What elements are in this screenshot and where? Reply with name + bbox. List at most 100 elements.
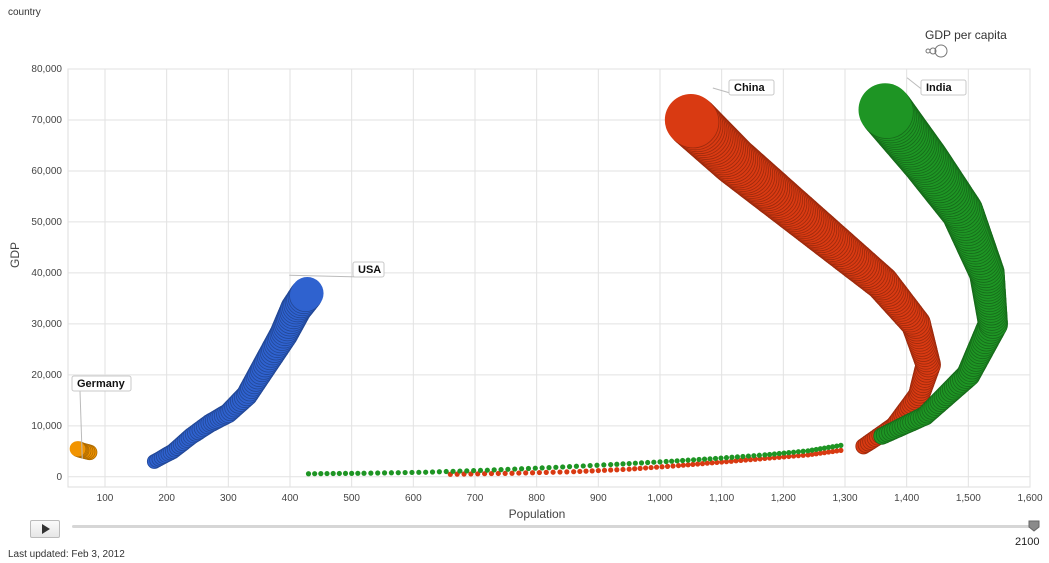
- trail-dot: [573, 463, 580, 469]
- trail-dot: [638, 460, 645, 466]
- callout-box: [920, 79, 967, 96]
- y-tick-label: 40,000: [31, 268, 62, 279]
- trail-dot: [825, 444, 832, 451]
- trail-dot: [368, 470, 374, 476]
- trail-dot: [781, 454, 787, 460]
- trail-dot: [817, 450, 823, 456]
- trail-dot: [791, 453, 797, 459]
- x-axis-ticks: 100 200 300 400 500 600 700 800 900 1,000 1,100 1,2…: [97, 493, 1043, 504]
- trail-dot: [664, 463, 671, 469]
- trail-dot: [756, 452, 762, 458]
- trail-dot: [595, 467, 601, 474]
- trail-dot: [312, 471, 318, 477]
- trail-dot: [657, 459, 663, 465]
- bubble-china: [664, 93, 717, 146]
- y-tick-label: 50,000: [31, 217, 62, 228]
- trail-dot: [409, 469, 415, 476]
- play-button[interactable]: [30, 520, 60, 538]
- y-tick-label: 60,000: [31, 166, 62, 177]
- trail-dot: [830, 444, 836, 450]
- x-tick-label: 100: [97, 493, 114, 504]
- trail-dot: [484, 467, 490, 473]
- trail-dot: [512, 466, 518, 472]
- x-tick-label: 800: [528, 493, 545, 504]
- trail-dot: [481, 471, 488, 477]
- x-tick-label: 1,600: [1017, 493, 1042, 504]
- trail-dot: [305, 471, 312, 477]
- color-by-label: country: [8, 7, 41, 18]
- trail-dot: [324, 470, 330, 477]
- trail-dot: [608, 467, 614, 473]
- trail-dot: [701, 456, 708, 462]
- trail-dot: [723, 459, 730, 465]
- trail-dot: [516, 470, 522, 476]
- x-tick-label: 300: [220, 493, 237, 504]
- trail-dot: [587, 462, 593, 469]
- x-tick-label: 600: [405, 493, 422, 504]
- trail-dot: [651, 459, 657, 465]
- bubble-india: [858, 83, 912, 137]
- bubble-usa: [290, 277, 324, 310]
- trail-dot: [342, 470, 349, 477]
- trail-dot: [557, 469, 563, 475]
- x-tick-label: 1,300: [832, 493, 857, 504]
- x-tick-label: 1,200: [771, 493, 796, 504]
- trail-dot: [643, 465, 649, 471]
- trail-dot: [838, 442, 844, 448]
- trail-dot: [719, 459, 725, 465]
- trail-dot: [488, 470, 495, 477]
- trail-dot: [795, 453, 802, 459]
- time-slider-handle[interactable]: [1028, 520, 1040, 532]
- trail-dot: [805, 448, 811, 454]
- trail-dot: [566, 464, 573, 470]
- trail-dot: [659, 464, 665, 470]
- trail-dot: [733, 458, 739, 464]
- trail-dot: [762, 455, 768, 462]
- trail-dot: [423, 469, 429, 475]
- trail-dot: [464, 468, 470, 474]
- trail-dot: [402, 469, 408, 476]
- trail-dot: [457, 468, 463, 474]
- trail-dot: [518, 466, 525, 472]
- trail-dot: [601, 467, 608, 473]
- trail-dot: [536, 469, 543, 476]
- trail-dot: [800, 452, 806, 458]
- series-label-usa: USA: [358, 264, 381, 276]
- trail-dot: [714, 459, 720, 466]
- x-tick-label: 1,100: [709, 493, 734, 504]
- y-tick-label: 70,000: [31, 115, 62, 126]
- trail-dot: [653, 464, 660, 470]
- trail-dot: [477, 467, 484, 474]
- trail-dot: [805, 452, 811, 458]
- trail-dot: [645, 459, 651, 466]
- trail-dot: [550, 469, 556, 475]
- trail-dot: [580, 463, 586, 469]
- trail-dot: [361, 470, 367, 476]
- size-legend-label: GDP per capita: [925, 28, 1007, 42]
- size-legend-circles-icon: [925, 44, 948, 58]
- trail-dot: [791, 449, 797, 455]
- trail-dot: [813, 446, 819, 453]
- x-tick-label: 1,500: [956, 493, 981, 504]
- y-tick-label: 30,000: [31, 319, 62, 330]
- trail-dot: [834, 448, 840, 454]
- trail-dot: [614, 461, 620, 467]
- grid-lines: [67, 68, 1031, 488]
- trail-dot: [620, 466, 626, 473]
- trail-dot: [680, 462, 686, 468]
- trail-dot: [743, 457, 749, 463]
- trail-dot: [436, 469, 442, 475]
- trail-dot: [505, 466, 511, 472]
- trail-dot: [771, 451, 778, 457]
- trail-dot: [532, 465, 538, 471]
- trail-dot: [751, 453, 757, 459]
- y-tick-label: 20,000: [31, 370, 62, 381]
- time-slider-track[interactable]: [72, 525, 1034, 528]
- last-updated-text: Last updated: Feb 3, 2012: [8, 549, 125, 560]
- trail-dot: [608, 461, 614, 468]
- trail-dot: [738, 457, 744, 464]
- trail-dot: [336, 470, 342, 477]
- trail-dot: [523, 470, 529, 476]
- trail-dot: [838, 447, 844, 453]
- trail-dot: [709, 460, 715, 466]
